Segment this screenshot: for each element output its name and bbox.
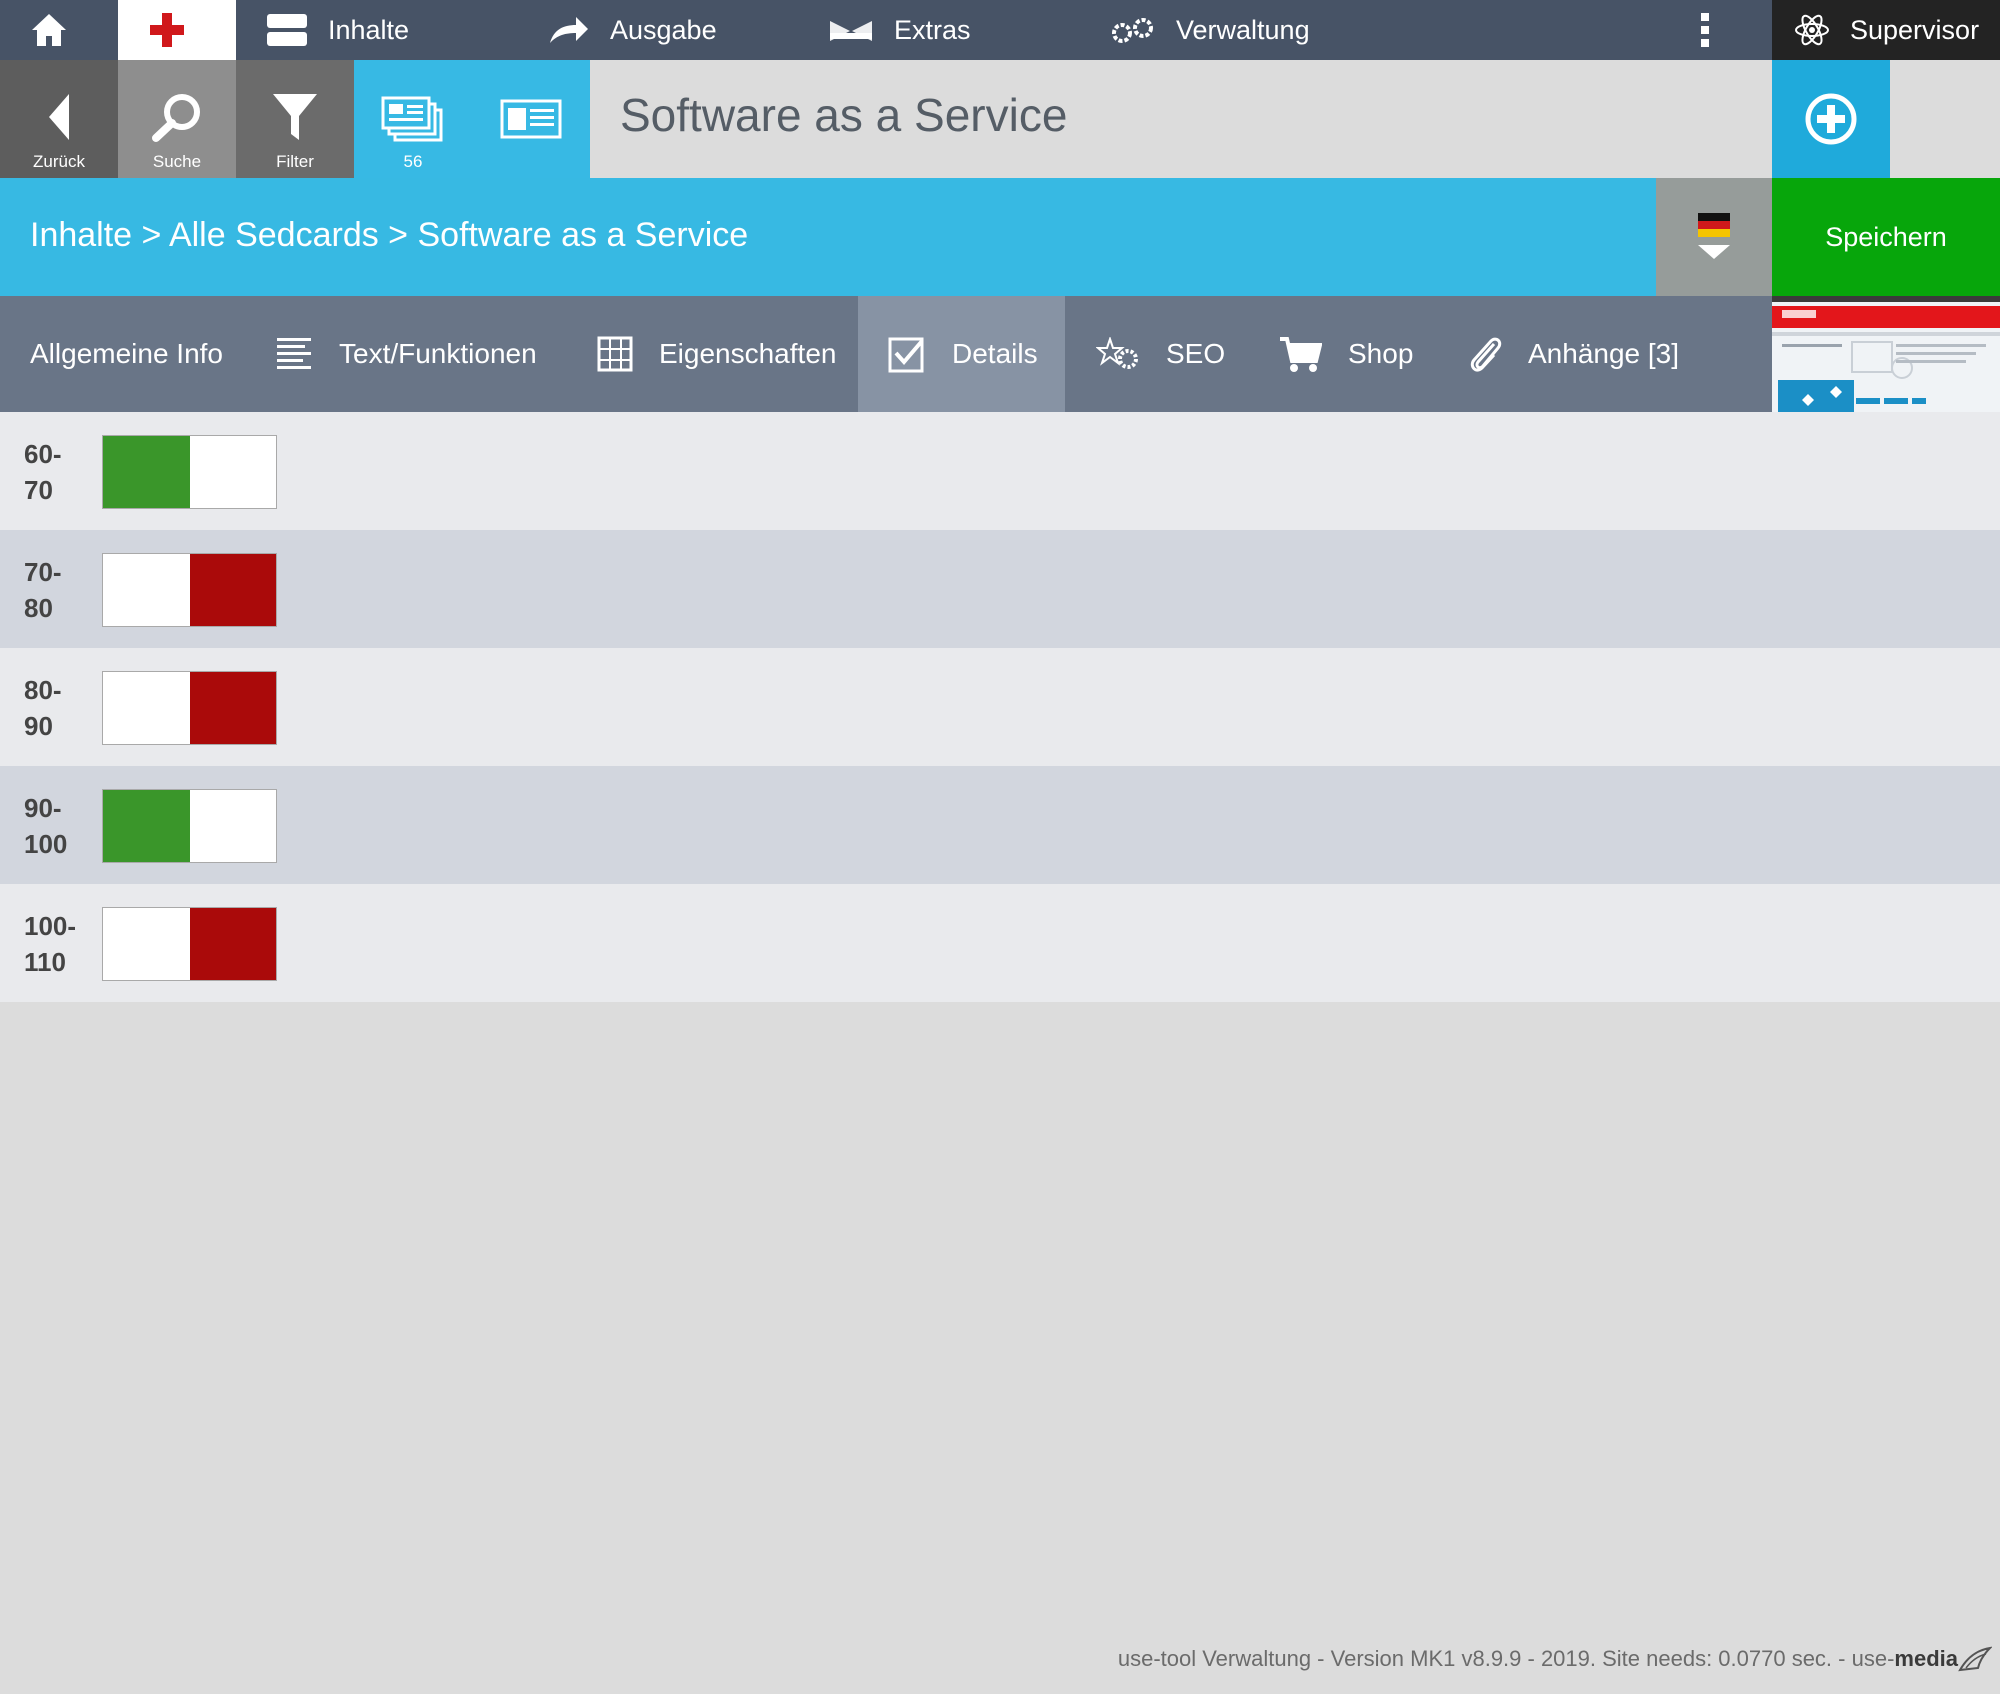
- chevron-down-icon: [1698, 245, 1730, 259]
- toggle-off-segment: [189, 790, 276, 862]
- search-icon: [152, 94, 200, 142]
- checkbox-icon: [888, 337, 924, 373]
- list-item: 80- 90: [0, 648, 2000, 766]
- tab-shop[interactable]: Shop: [1278, 296, 1413, 412]
- toggle-on-segment: [103, 436, 190, 508]
- gears-icon: [1112, 18, 1153, 43]
- tab-label: SEO: [1166, 338, 1226, 369]
- user-name: Supervisor: [1850, 14, 1980, 45]
- list-item: 90- 100: [0, 766, 2000, 884]
- toggle-off-segment: [189, 554, 276, 626]
- atom-icon: [1795, 14, 1829, 46]
- tab-bar: Allgemeine Info Text/Funktionen Eigensch…: [0, 296, 2000, 412]
- range-toggle[interactable]: [102, 907, 277, 981]
- range-toggle[interactable]: [102, 671, 277, 745]
- text-lines-icon: [277, 338, 311, 369]
- nav-extras[interactable]: Extras: [828, 0, 971, 60]
- details-list: 60- 70 70- 80 80- 90 90- 100 100- 110: [0, 412, 2000, 1002]
- list-item: 60- 70: [0, 412, 2000, 530]
- nav-verwaltung-label: Verwaltung: [1176, 14, 1310, 45]
- toggle-on-segment: [103, 908, 190, 980]
- home-icon: [32, 14, 66, 46]
- filter-button[interactable]: Filter: [236, 60, 354, 178]
- filter-icon: [273, 94, 317, 140]
- tab-label: Allgemeine Info: [30, 338, 224, 369]
- bridge-icon: [830, 21, 872, 41]
- home-button[interactable]: [0, 0, 118, 60]
- tab-label: Shop: [1348, 338, 1414, 369]
- list-view-button[interactable]: 56: [354, 60, 472, 178]
- nav-extras-label: Extras: [894, 14, 971, 45]
- range-label: 90- 100: [24, 793, 68, 859]
- toggle-on-segment: [103, 672, 190, 744]
- tab-anhaenge[interactable]: Anhänge [3]: [1468, 296, 1679, 412]
- add-button[interactable]: [1772, 60, 1890, 178]
- back-label: Zurück: [33, 152, 85, 171]
- nav-ausgabe[interactable]: Ausgabe: [548, 0, 717, 60]
- new-item-button[interactable]: [118, 0, 236, 60]
- footer-brand[interactable]: media: [1894, 1646, 1958, 1671]
- toggle-on-segment: [103, 790, 190, 862]
- share-arrow-icon: [550, 17, 588, 43]
- toggle-off-segment: [189, 436, 276, 508]
- chevron-left-icon: [49, 94, 69, 140]
- tab-label: Text/Funktionen: [339, 338, 537, 369]
- database-icon: [267, 14, 307, 46]
- search-button[interactable]: Suche: [118, 60, 236, 178]
- star-gear-icon: [1096, 337, 1138, 369]
- list-count: 56: [403, 152, 423, 171]
- range-label: 70- 80: [24, 557, 62, 623]
- stacked-cards-icon: [381, 96, 443, 142]
- save-button[interactable]: Speichern: [1772, 178, 2000, 296]
- toggle-off-segment: [189, 908, 276, 980]
- footer-text: use-tool Verwaltung - Version MK1 v8.9.9…: [1117, 1646, 1895, 1671]
- search-label: Suche: [152, 152, 202, 171]
- preview-thumbnail[interactable]: [1772, 296, 2000, 412]
- back-button[interactable]: Zurück: [0, 60, 118, 178]
- breadcrumb[interactable]: Inhalte > Alle Sedcards > Software as a …: [30, 216, 749, 254]
- tab-label: Anhänge [3]: [1528, 338, 1680, 369]
- shopping-cart-icon: [1280, 337, 1322, 372]
- german-flag-icon: [1698, 213, 1730, 237]
- top-navigation: Inhalte Ausgabe Extras Verwaltung Superv…: [0, 0, 2000, 60]
- range-label: 80- 90: [24, 675, 62, 741]
- nav-inhalte[interactable]: Inhalte: [266, 0, 409, 60]
- card-icon: [500, 99, 562, 139]
- more-menu-button[interactable]: [1700, 0, 1730, 60]
- tab-label: Details: [952, 338, 1038, 369]
- toolbar: Zurück Suche Filter 56 Software as a Ser…: [0, 60, 2000, 178]
- page-title: Software as a Service: [620, 89, 1068, 141]
- tab-text-funktionen[interactable]: Text/Funktionen: [275, 296, 537, 412]
- toggle-on-segment: [103, 554, 190, 626]
- user-menu[interactable]: Supervisor: [1772, 0, 2000, 60]
- nav-inhalte-label: Inhalte: [328, 14, 410, 45]
- list-item: 100- 110: [0, 884, 2000, 1002]
- website-preview-image: [1772, 296, 2000, 412]
- range-toggle[interactable]: [102, 435, 277, 509]
- plus-icon: [150, 13, 184, 47]
- paperclip-icon: [1470, 337, 1502, 372]
- breadcrumb-bar: Inhalte > Alle Sedcards > Software as a …: [0, 178, 2000, 296]
- nav-ausgabe-label: Ausgabe: [610, 14, 717, 45]
- range-toggle[interactable]: [102, 553, 277, 627]
- range-toggle[interactable]: [102, 789, 277, 863]
- filter-label: Filter: [276, 152, 314, 171]
- plus-circle-icon: [1805, 93, 1857, 145]
- vertical-dots-icon: [1701, 13, 1709, 47]
- tab-eigenschaften[interactable]: Eigenschaften: [597, 296, 836, 412]
- tab-details[interactable]: Details: [858, 296, 1065, 412]
- tab-label: Eigenschaften: [659, 338, 837, 369]
- grid-icon: [597, 336, 633, 372]
- toggle-off-segment: [189, 672, 276, 744]
- range-label: 100- 110: [24, 911, 77, 977]
- tab-seo[interactable]: SEO: [1096, 296, 1225, 412]
- tab-allgemeine-info[interactable]: Allgemeine Info: [30, 296, 223, 412]
- language-selector[interactable]: [1656, 178, 1772, 296]
- card-view-button[interactable]: [472, 60, 590, 178]
- brand-wing-icon: [1958, 1646, 1992, 1672]
- nav-verwaltung[interactable]: Verwaltung: [1110, 0, 1310, 60]
- list-item: 70- 80: [0, 530, 2000, 648]
- footer: use-tool Verwaltung - Version MK1 v8.9.9…: [1118, 1646, 1992, 1672]
- range-label: 60- 70: [24, 439, 62, 505]
